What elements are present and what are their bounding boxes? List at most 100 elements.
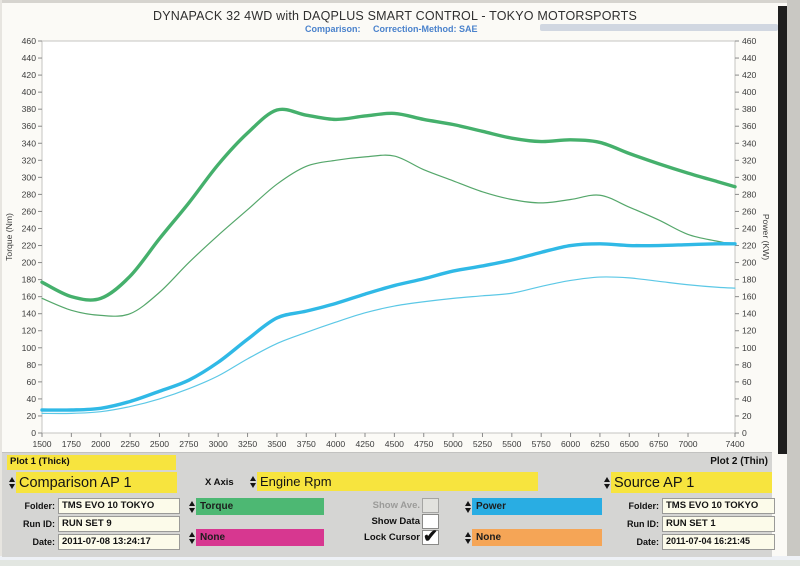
svg-text:280: 280: [22, 189, 37, 199]
plot2-channel2-selector[interactable]: None: [463, 529, 602, 546]
plot1-selector-spinner[interactable]: [7, 472, 16, 493]
plot1-date-label: Date:: [32, 537, 55, 547]
page-title: DYNAPACK 32 4WD with DAQPLUS SMART CONTR…: [152, 9, 638, 23]
svg-text:80: 80: [26, 360, 36, 370]
spinner-up-icon[interactable]: [188, 531, 195, 537]
svg-text:400: 400: [22, 87, 37, 97]
spinner-up-icon[interactable]: [188, 500, 195, 506]
svg-text:6000: 6000: [561, 439, 580, 449]
plot2-runid-field[interactable]: RUN SET 1: [662, 516, 775, 532]
svg-text:280: 280: [742, 189, 757, 199]
svg-text:40: 40: [26, 394, 36, 404]
scan-edge-top: [0, 0, 800, 3]
svg-text:220: 220: [22, 241, 37, 251]
svg-text:20: 20: [742, 411, 752, 421]
spinner-down-icon[interactable]: [464, 538, 471, 544]
svg-text:3750: 3750: [297, 439, 316, 449]
x-axis-value[interactable]: Engine Rpm: [257, 472, 538, 491]
spinner-up-icon[interactable]: [464, 500, 471, 506]
scan-streak-artifact: [540, 24, 778, 31]
svg-text:320: 320: [742, 155, 757, 165]
svg-text:460: 460: [22, 36, 37, 46]
plot1-folder-field[interactable]: TMS EVO 10 TOKYO: [58, 498, 180, 514]
correction-method-label: Correction-Method: SAE: [373, 24, 478, 34]
svg-text:2000: 2000: [91, 439, 110, 449]
svg-text:380: 380: [22, 104, 37, 114]
dyno-chart-plot-area[interactable]: 0 0 20 20 40 40 60 60 80 80 100 100 120 120 140 140 160 1…: [0, 0, 800, 452]
svg-text:120: 120: [742, 326, 757, 336]
svg-text:2500: 2500: [150, 439, 169, 449]
channel-spinner[interactable]: [187, 498, 196, 515]
x-axis-spinner[interactable]: [248, 472, 257, 491]
svg-text:240: 240: [22, 223, 37, 233]
spinner-down-icon[interactable]: [249, 482, 256, 488]
spinner-down-icon[interactable]: [188, 507, 195, 513]
svg-text:240: 240: [742, 223, 757, 233]
svg-text:5000: 5000: [444, 439, 463, 449]
svg-text:200: 200: [742, 258, 757, 268]
svg-text:260: 260: [22, 206, 37, 216]
channel-spinner[interactable]: [463, 498, 472, 515]
svg-text:160: 160: [22, 292, 37, 302]
plot1-selector-value[interactable]: Comparison AP 1: [16, 472, 177, 493]
spinner-down-icon[interactable]: [603, 483, 610, 489]
plot2-channel2-value[interactable]: None: [472, 529, 602, 546]
svg-text:Torque (Nm): Torque (Nm): [4, 213, 14, 261]
control-panel: Plot 1 (Thick) Plot 2 (Thin) Comparison …: [2, 452, 775, 557]
plot1-date-field[interactable]: 2011-07-08 13:24:17: [58, 534, 180, 550]
plot1-channel1-selector[interactable]: Torque: [187, 498, 324, 515]
show-ave-label: Show Ave.: [372, 500, 420, 511]
spinner-up-icon[interactable]: [249, 475, 256, 481]
show-data-label: Show Data: [371, 516, 420, 527]
svg-text:400: 400: [742, 87, 757, 97]
plot1-channel2-value[interactable]: None: [196, 529, 324, 546]
spinner-down-icon[interactable]: [464, 507, 471, 513]
spinner-down-icon[interactable]: [188, 538, 195, 544]
plot1-channel1-value[interactable]: Torque: [196, 498, 324, 515]
spinner-down-icon[interactable]: [8, 483, 15, 489]
plot2-run-selector[interactable]: Source AP 1: [602, 472, 772, 493]
svg-text:4750: 4750: [414, 439, 433, 449]
plot2-channel1-selector[interactable]: Power: [463, 498, 602, 515]
plot2-channel1-value[interactable]: Power: [472, 498, 602, 515]
plot1-channel2-selector[interactable]: None: [187, 529, 324, 546]
svg-text:40: 40: [742, 394, 752, 404]
curve-plot1-power-thick: [40, 242, 737, 412]
svg-text:6500: 6500: [620, 439, 639, 449]
svg-text:6250: 6250: [590, 439, 609, 449]
spinner-up-icon[interactable]: [464, 531, 471, 537]
svg-text:7400: 7400: [725, 439, 744, 449]
x-axis-label: X Axis: [205, 477, 234, 488]
scan-edge-right: [787, 0, 800, 566]
curve-plot1-torque-thick: [40, 107, 737, 302]
svg-text:420: 420: [22, 70, 37, 80]
svg-text:0: 0: [31, 428, 36, 438]
plot2-folder-label: Folder:: [628, 501, 660, 511]
channel-spinner[interactable]: [187, 529, 196, 546]
svg-text:220: 220: [742, 241, 757, 251]
channel-spinner[interactable]: [463, 529, 472, 546]
plot1-run-selector[interactable]: Comparison AP 1: [7, 472, 177, 493]
svg-text:60: 60: [742, 377, 752, 387]
plot2-folder-field[interactable]: TMS EVO 10 TOKYO: [662, 498, 775, 514]
show-data-checkbox[interactable]: [422, 514, 439, 529]
svg-text:0: 0: [742, 428, 747, 438]
svg-text:360: 360: [742, 121, 757, 131]
show-ave-checkbox[interactable]: [422, 498, 439, 513]
plot1-runid-field[interactable]: RUN SET 9: [58, 516, 180, 532]
plot2-selector-value[interactable]: Source AP 1: [611, 472, 772, 493]
spinner-up-icon[interactable]: [603, 476, 610, 482]
svg-text:180: 180: [742, 275, 757, 285]
plot2-selector-spinner[interactable]: [602, 472, 611, 493]
lock-cursor-checkbox[interactable]: [422, 530, 439, 545]
plot2-date-field[interactable]: 2011-07-04 16:21:45: [662, 534, 775, 550]
spinner-up-icon[interactable]: [8, 476, 15, 482]
svg-text:20: 20: [26, 411, 36, 421]
x-axis-selector[interactable]: Engine Rpm: [248, 472, 538, 491]
svg-text:3250: 3250: [238, 439, 257, 449]
svg-text:100: 100: [742, 343, 757, 353]
svg-text:3000: 3000: [209, 439, 228, 449]
svg-text:440: 440: [22, 53, 37, 63]
svg-text:300: 300: [742, 172, 757, 182]
svg-text:180: 180: [22, 275, 37, 285]
